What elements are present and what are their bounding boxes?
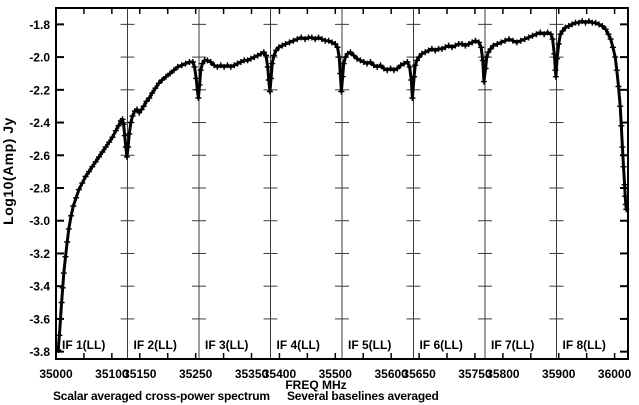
data-curve-markers xyxy=(55,18,630,353)
x-tick-label: 35900 xyxy=(542,367,576,381)
x-tick-label: 35600 xyxy=(374,367,408,381)
x-tick-label: 35100 xyxy=(95,367,129,381)
y-tick-label: -2.4 xyxy=(29,116,50,130)
y-tick-label: -2.2 xyxy=(29,83,50,97)
x-tick-label: 35350 xyxy=(235,367,269,381)
if-panel-label: IF 6(LL) xyxy=(420,338,463,352)
chart-generated-layer: -1.8 -2.0 -2.2 -2.4 -2.6 -2.8 -3.0 -3.2 -3.4 -3.6… xyxy=(29,7,632,381)
if-panel-label: IF 4(LL) xyxy=(277,338,320,352)
x-tick-label: 35250 xyxy=(179,367,213,381)
caption-spectrum-type: Scalar averaged cross-power spectrum xyxy=(53,389,270,403)
x-tick-label: 35000 xyxy=(39,367,73,381)
y-tick-label: -3.6 xyxy=(29,312,50,326)
if-panel-label: IF 5(LL) xyxy=(348,338,391,352)
if-panel-label: IF 8(LL) xyxy=(563,338,606,352)
y-tick-label: -2.6 xyxy=(29,149,50,163)
if-panel-label: IF 1(LL) xyxy=(62,338,105,352)
x-tick-label: 35150 xyxy=(123,367,157,381)
y-tick-label: -3.8 xyxy=(29,345,50,359)
y-tick-label: -3.2 xyxy=(29,247,50,261)
y-tick-label: -2.0 xyxy=(29,51,50,65)
y-axis-title: Log10(Amp) Jy xyxy=(0,117,16,225)
x-tick-label: 35500 xyxy=(319,367,353,381)
x-tick-label: 36000 xyxy=(598,367,632,381)
data-curve xyxy=(56,19,628,352)
if-panel-label: IF 2(LL) xyxy=(134,338,177,352)
if-panel-label: IF 7(LL) xyxy=(491,338,534,352)
plot-border xyxy=(55,7,629,360)
caption-baselines: Several baselines averaged xyxy=(287,389,439,403)
x-axis-title: FREQ MHz xyxy=(285,378,346,392)
y-tick-label: -3.4 xyxy=(29,280,50,294)
if-panel-label: IF 3(LL) xyxy=(205,338,248,352)
y-tick-label: -2.8 xyxy=(29,182,50,196)
x-tick-label: 35650 xyxy=(402,367,436,381)
y-tick-label: -3.0 xyxy=(29,214,50,228)
x-tick-label: 35800 xyxy=(486,367,520,381)
x-tick-label: 35750 xyxy=(458,367,492,381)
y-tick-label: -1.8 xyxy=(29,18,50,32)
x-tick-label: 35400 xyxy=(263,367,297,381)
